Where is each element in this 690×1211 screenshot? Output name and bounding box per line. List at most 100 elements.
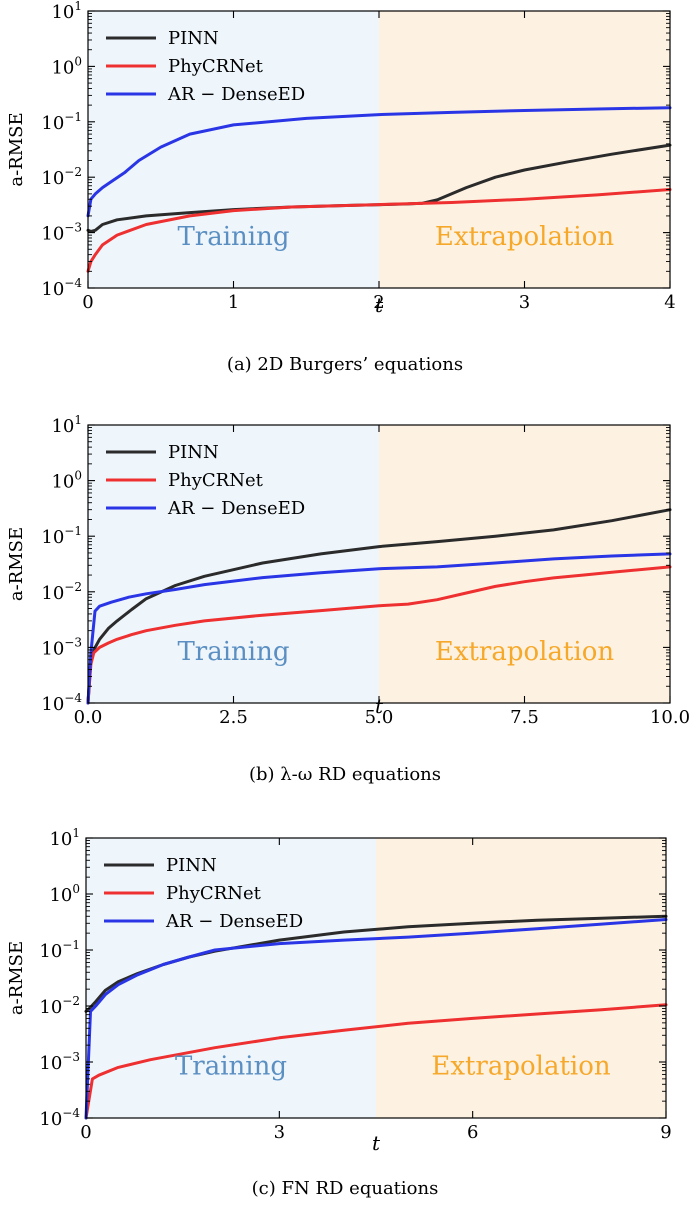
region-label-training: Training xyxy=(177,637,289,667)
y-tick-exponent: 1 xyxy=(74,413,82,427)
y-tick-base: 10 xyxy=(41,583,64,604)
y-tick-label: 10−2 xyxy=(39,994,80,1018)
y-axis-label: a-RMSE xyxy=(6,941,27,1015)
legend-label: AR − DenseED xyxy=(165,911,303,932)
x-tick-label: 3 xyxy=(274,1122,285,1143)
region-extrapolation xyxy=(379,11,670,288)
x-axis-label: t xyxy=(375,694,384,718)
x-tick-label: 0.0 xyxy=(74,707,103,728)
y-axis-label: a-RMSE xyxy=(6,112,27,186)
legend-label: AR − DenseED xyxy=(167,498,305,519)
y-tick-label: 10−3 xyxy=(39,1050,80,1074)
y-tick-exponent: 0 xyxy=(72,882,80,896)
y-tick-exponent: −3 xyxy=(64,221,82,235)
y-tick-exponent: −4 xyxy=(64,276,82,290)
x-tick-label: 9 xyxy=(660,1122,671,1143)
y-axis-label: a-RMSE xyxy=(6,527,27,601)
y-tick-exponent: −3 xyxy=(64,635,82,649)
series-line-2 xyxy=(86,552,672,705)
y-tick-exponent: −2 xyxy=(64,165,82,179)
y-tick-exponent: −3 xyxy=(62,1050,80,1064)
x-tick-label: 10.0 xyxy=(650,707,690,728)
panel-caption: (c) FN RD equations xyxy=(252,1178,439,1199)
region-label-extrapolation: Extrapolation xyxy=(435,222,615,252)
y-tick-exponent: 0 xyxy=(74,54,82,68)
y-tick-base: 10 xyxy=(51,472,74,493)
y-tick-exponent: −1 xyxy=(64,110,82,124)
y-tick-exponent: 1 xyxy=(72,826,80,840)
y-tick-exponent: −4 xyxy=(62,1106,80,1120)
legend-label: PINN xyxy=(166,855,217,876)
y-tick-label: 10−2 xyxy=(41,165,82,189)
region-label-extrapolation: Extrapolation xyxy=(431,1052,611,1082)
y-tick-base: 10 xyxy=(51,57,74,78)
y-tick-base: 10 xyxy=(41,113,64,134)
y-tick-base: 10 xyxy=(51,416,74,437)
y-tick-exponent: −1 xyxy=(64,524,82,538)
plot-frame xyxy=(85,837,667,1119)
y-tick-exponent: −2 xyxy=(64,580,82,594)
series-line-0 xyxy=(86,508,672,705)
y-tick-base: 10 xyxy=(41,527,64,548)
x-tick-label: 7.5 xyxy=(510,707,539,728)
y-tick-label: 100 xyxy=(49,882,80,906)
y-tick-base: 10 xyxy=(39,1053,62,1074)
region-training xyxy=(88,425,379,703)
y-tick-label: 10−3 xyxy=(41,221,82,245)
series-line-1 xyxy=(86,565,672,705)
y-tick-base: 10 xyxy=(39,1109,62,1130)
y-tick-label: 10−4 xyxy=(39,1106,80,1130)
x-axis-label: t xyxy=(372,1131,381,1155)
y-tick-label: 10−4 xyxy=(41,276,82,300)
x-tick-label: 3 xyxy=(519,292,530,313)
y-tick-label: 10−2 xyxy=(41,580,82,604)
y-tick-label: 10−1 xyxy=(39,938,80,962)
y-tick-base: 10 xyxy=(49,885,72,906)
x-tick-label: 0 xyxy=(82,292,93,313)
y-tick-label: 10−4 xyxy=(41,691,82,715)
x-tick-label: 0 xyxy=(80,1122,91,1143)
y-tick-base: 10 xyxy=(41,694,64,715)
y-tick-exponent: 0 xyxy=(74,469,82,483)
region-extrapolation xyxy=(376,838,666,1118)
region-label-extrapolation: Extrapolation xyxy=(435,637,615,667)
x-tick-label: 2.5 xyxy=(219,707,248,728)
region-label-training: Training xyxy=(177,222,289,252)
panel-caption: (b) λ-ω RD equations xyxy=(249,764,441,785)
series-line-2 xyxy=(84,918,668,1120)
y-tick-label: 100 xyxy=(51,54,82,78)
y-tick-label: 101 xyxy=(49,826,80,850)
region-extrapolation xyxy=(379,425,670,703)
x-tick-label: 5.0 xyxy=(365,707,394,728)
y-tick-base: 10 xyxy=(41,279,64,300)
y-tick-exponent: −1 xyxy=(62,938,80,952)
region-training xyxy=(88,11,379,288)
legend-label: PhyCRNet xyxy=(168,56,264,77)
legend-label: PhyCRNet xyxy=(168,470,264,491)
x-axis-label: t xyxy=(375,293,384,317)
y-tick-base: 10 xyxy=(39,941,62,962)
y-tick-label: 101 xyxy=(51,413,82,437)
y-tick-base: 10 xyxy=(51,2,74,23)
y-tick-label: 101 xyxy=(51,0,82,23)
legend-label: AR − DenseED xyxy=(167,84,305,105)
y-tick-base: 10 xyxy=(49,829,72,850)
legend-label: PhyCRNet xyxy=(166,883,262,904)
y-tick-label: 10−1 xyxy=(41,524,82,548)
panel-caption: (a) 2D Burgers’ equations xyxy=(227,354,463,375)
x-tick-label: 1 xyxy=(228,292,239,313)
y-tick-base: 10 xyxy=(41,168,64,189)
legend-label: PINN xyxy=(168,28,219,49)
region-label-training: Training xyxy=(175,1052,287,1082)
series-line-1 xyxy=(84,1003,668,1120)
y-tick-label: 10−3 xyxy=(41,635,82,659)
x-tick-label: 2 xyxy=(373,292,384,313)
y-tick-exponent: 1 xyxy=(74,0,82,13)
x-tick-label: 4 xyxy=(664,292,675,313)
series-line-1 xyxy=(86,188,672,273)
y-tick-label: 100 xyxy=(51,469,82,493)
